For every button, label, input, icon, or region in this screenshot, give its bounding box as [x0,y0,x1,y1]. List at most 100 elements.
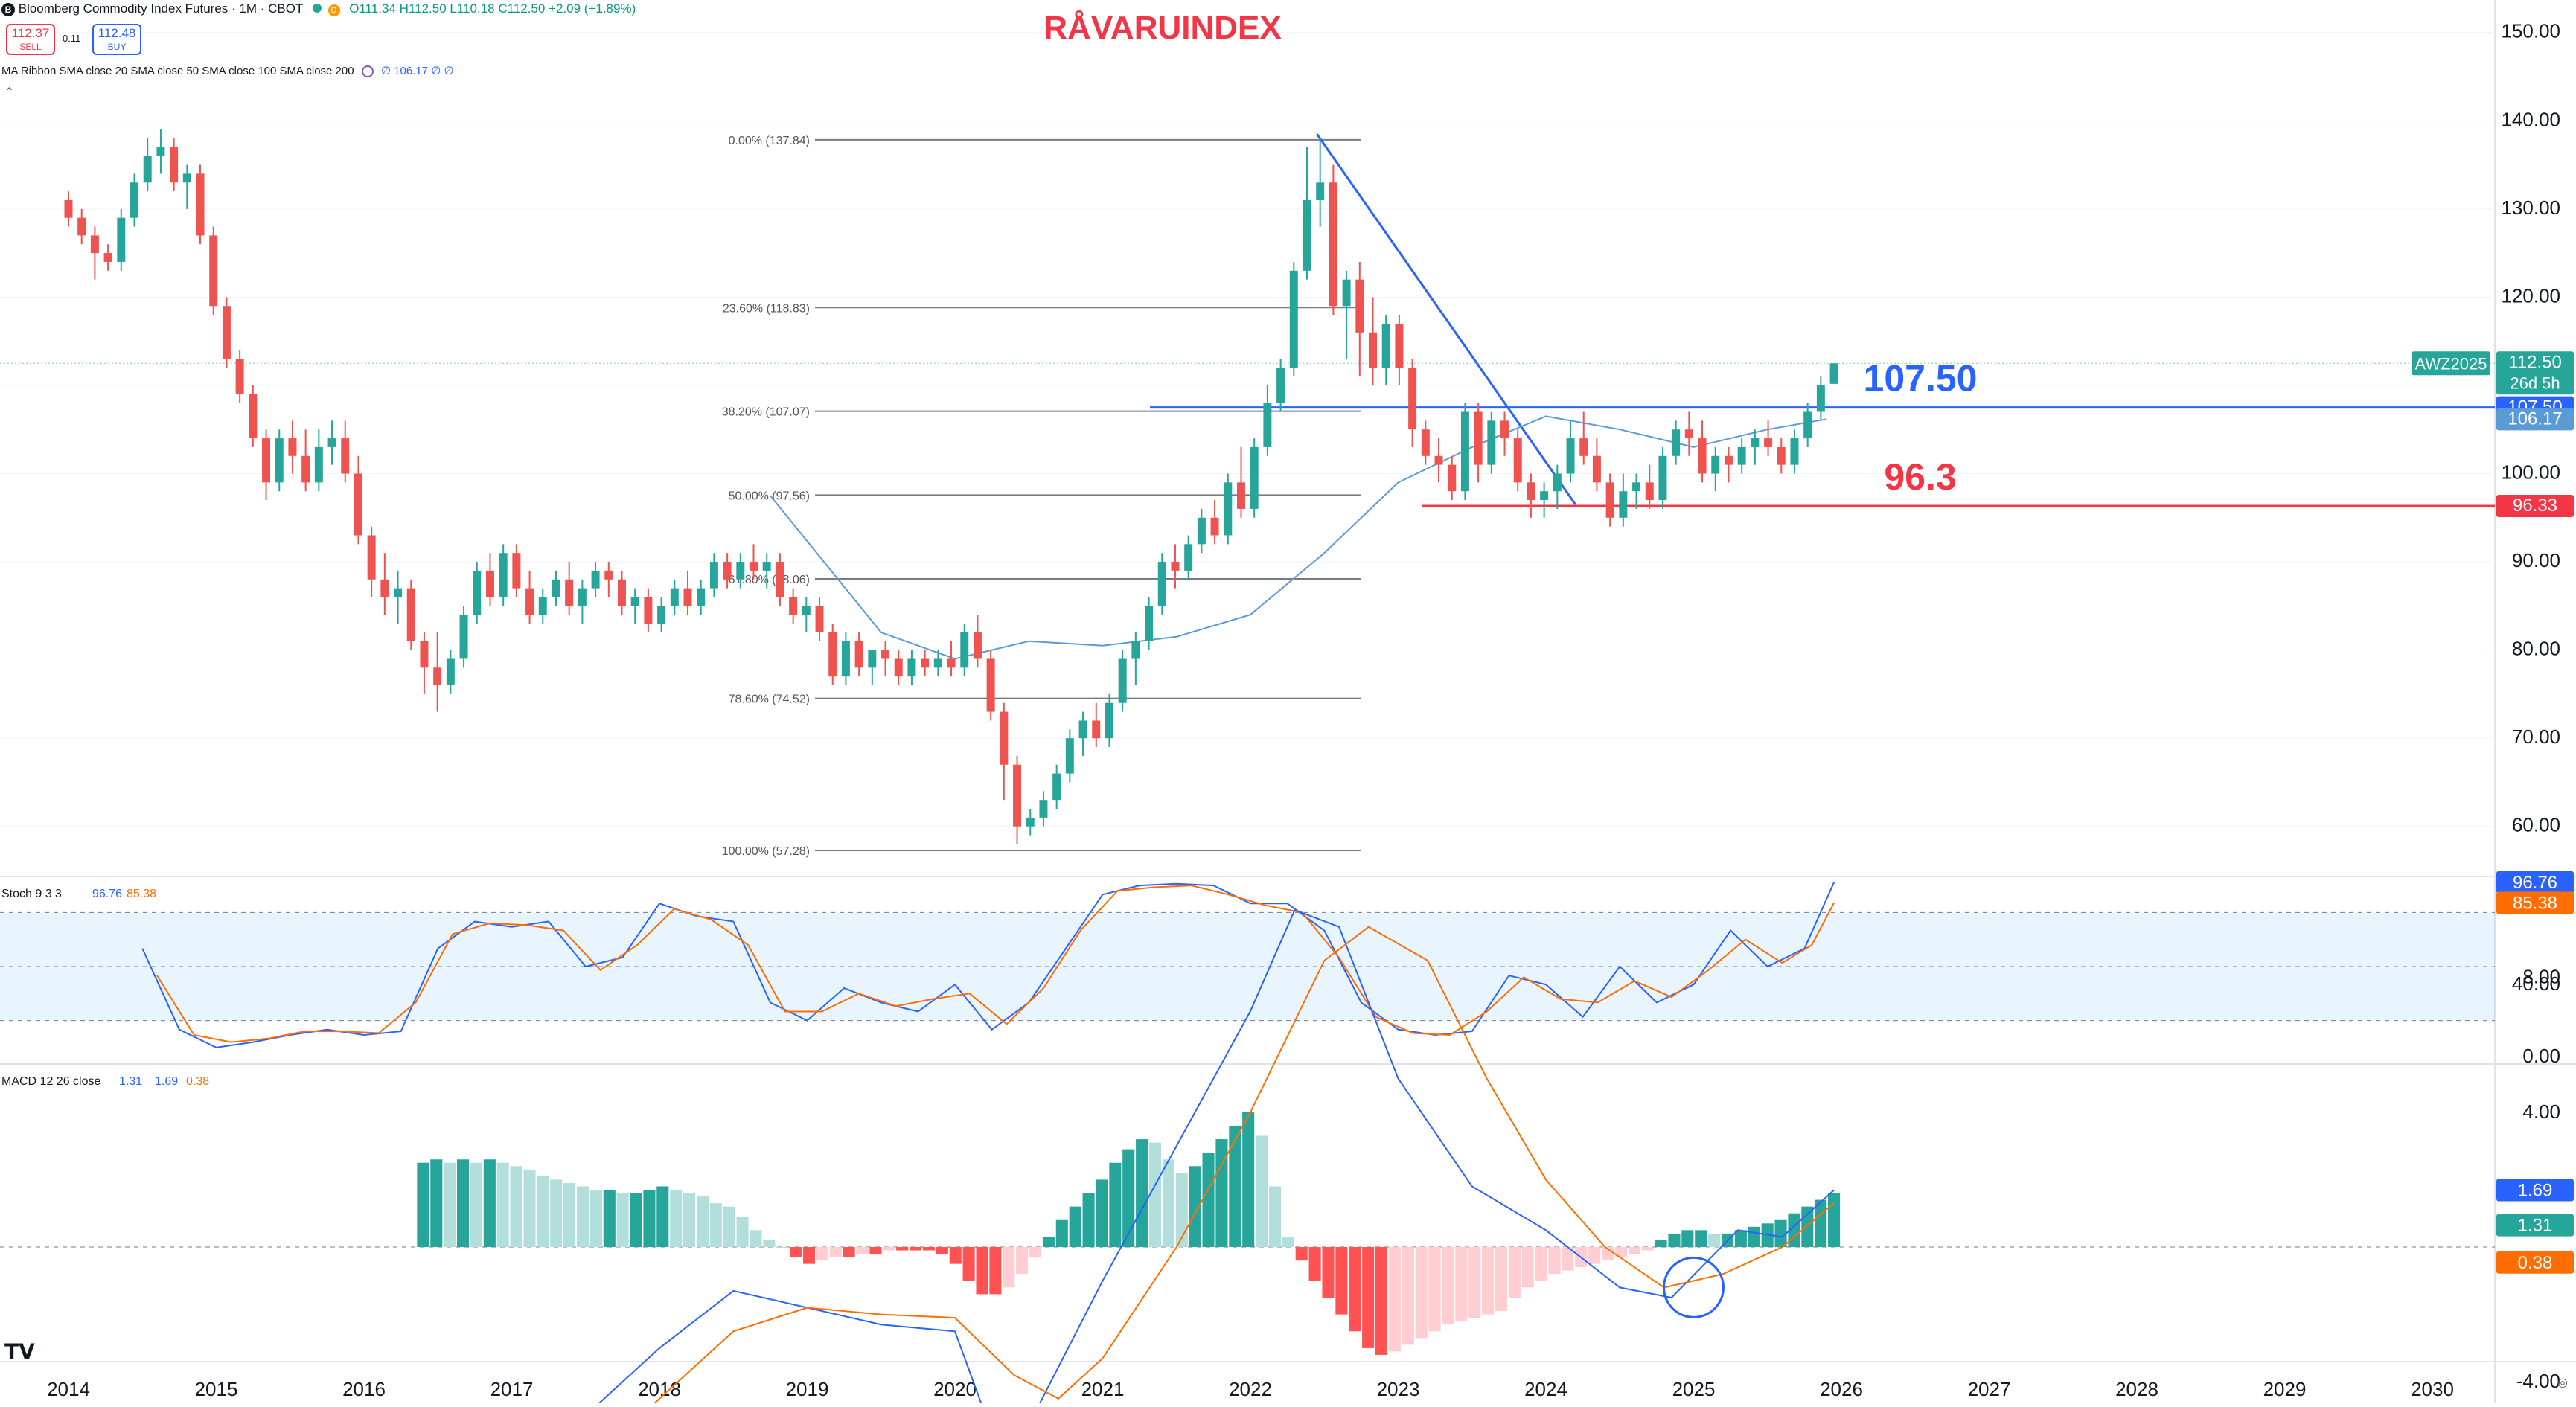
candle-body [644,597,653,624]
ma-values: ∅ 106.17 ∅ ∅ [380,65,454,77]
chart-title: RÅVARUINDEX [1043,10,1281,46]
stoch-d-value: 85.38 [127,888,156,900]
delayed-badge-icon: D [327,4,340,16]
candle-body [1210,517,1219,536]
candle-body [604,570,613,580]
candle-body [1540,491,1549,501]
sell-price: 112.37 [11,26,50,40]
candle-body [1460,411,1469,492]
candle-body [1224,482,1233,536]
downtrend-line [1316,133,1576,505]
macd-histogram-bar [802,1247,816,1264]
macd-histogram-bar [1388,1247,1401,1352]
macd-histogram-bar [936,1247,948,1254]
macd-histogram-bar [1096,1179,1108,1247]
macd-histogram-bar [643,1189,656,1247]
candle-body [1157,562,1166,606]
candle-body [1790,438,1799,465]
macd-histogram-bar [1295,1247,1308,1261]
time-axis-settings-icon[interactable]: ◎ [2557,1376,2568,1389]
sell-label: SELL [19,42,42,52]
candle-body [1579,438,1588,456]
ma-ribbon-legend[interactable]: MA Ribbon SMA close 20 SMA close 50 SMA … [1,64,454,78]
fib-level-label: 23.60% (118.83) [723,302,810,315]
macd-histogram-bar [550,1179,563,1247]
candle-body [1131,641,1140,659]
candle-body [1592,455,1601,483]
candle-body [196,173,205,236]
buy-button[interactable]: 112.48 BUY [92,24,141,55]
macd-histogram-bar [483,1159,496,1247]
macd-histogram-bar [1495,1247,1508,1312]
candle-body [1078,720,1087,739]
macd-histogram-bar [1055,1219,1068,1247]
macd-histogram-bar [1562,1247,1574,1271]
macd-histogram-bar [1282,1237,1294,1247]
macd-badge-label: 1.31 [2518,1216,2553,1236]
stoch-k-value: 96.76 [92,888,122,900]
candle-body [1474,411,1483,465]
macd-histogram-bar [922,1247,936,1251]
candle-body [1645,482,1654,501]
year-tick-label: 2016 [342,1378,386,1400]
candle-body [1342,279,1351,307]
macd-histogram-bar [1335,1247,1348,1315]
candle-body [802,606,811,615]
stoch-k-line [141,882,1835,1048]
macd-histogram-bar [1349,1247,1361,1332]
macd-histogram-bar [523,1169,536,1247]
candle-body [657,606,666,624]
candle-body [1513,438,1522,483]
candle-body [776,562,784,597]
candle-body [1105,702,1113,739]
macd-histogram-bar [510,1166,522,1247]
fib-level-label: 0.00% (137.84) [729,135,810,147]
macd-badge-label: 0.38 [2518,1253,2553,1273]
ma-ribbon-label: MA Ribbon SMA close 20 SMA close 50 SMA … [1,65,354,77]
macd-histogram-bar [1148,1142,1162,1247]
collapse-legend-chevron-up-icon[interactable]: ⌃ [4,86,15,99]
candle-body [1803,411,1812,439]
macd-histogram-bar [1256,1135,1268,1247]
macd-histogram-bar [1614,1247,1627,1257]
candle-body [709,562,718,589]
macd-histogram-bar [1268,1186,1282,1247]
year-tick-label: 2022 [1229,1378,1272,1400]
price-tick-label: 150.00 [2501,20,2560,42]
candle-body [1289,270,1298,368]
candle-body [446,658,455,686]
candle-body [1000,711,1009,765]
stoch-tick-label: 40.00 [2512,972,2560,995]
macd-histogram-bar [563,1182,576,1247]
support-annotation: 96.3 [1884,456,1956,498]
candle-body [1381,323,1390,368]
candle-body [538,597,547,615]
candle-body [841,641,850,677]
macd-histogram-bar [976,1247,988,1295]
macd-histogram-bar [1734,1230,1747,1247]
macd-histogram-bar [1162,1159,1174,1247]
buy-label: BUY [107,42,127,52]
sell-button[interactable]: 112.37 SELL [6,24,55,55]
macd-histogram-bar [1695,1230,1707,1247]
symbol-title[interactable]: Bloomberg Commodity Index Futures · 1M ·… [18,1,304,16]
macd-histogram-bar [1242,1112,1255,1247]
macd-histogram-bar [723,1206,735,1247]
macd-histogram-bar [457,1159,470,1247]
macd-histogram-bar [989,1247,1002,1295]
candle-body [103,253,112,262]
candle-body [933,658,942,668]
candle-body [868,650,877,668]
macd-histogram-bar [1016,1247,1029,1275]
candle-body [789,597,798,615]
macd-tick-label: -4.00 [2516,1370,2560,1392]
fib-level-label: 78.60% (74.52) [729,693,810,706]
tradingview-logo-icon: 𝗧𝗩 [4,1340,35,1363]
candle-body [1751,438,1760,447]
candle-body [327,438,336,447]
candle-body [459,615,468,659]
candle-body [1329,182,1337,307]
macd-histogram-bar [470,1162,482,1247]
settings-gear-icon[interactable] [361,65,374,78]
